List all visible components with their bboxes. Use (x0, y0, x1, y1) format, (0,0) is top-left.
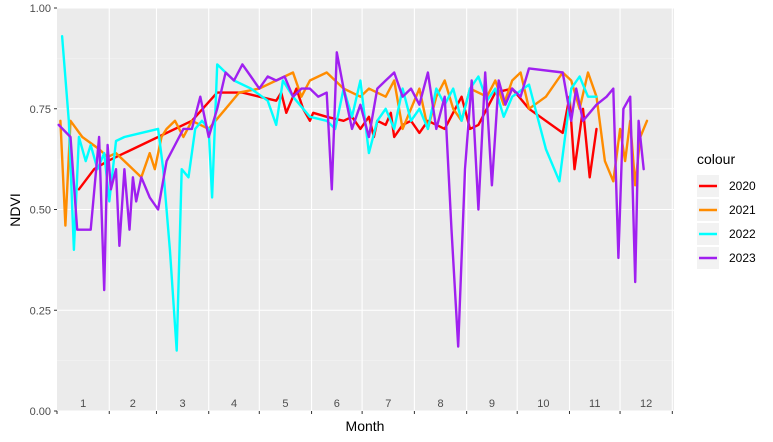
series-lines (57, 35, 649, 352)
series-line-2023 (57, 51, 645, 348)
axes: 0.00 0.25 0.50 0.75 1.00 (30, 3, 673, 418)
month-label: 10 (537, 398, 549, 410)
y-axis-title: NDVI (7, 193, 23, 226)
month-label: 9 (489, 398, 495, 410)
month-label: 2 (130, 398, 136, 410)
x-axis-title: Month (346, 418, 385, 434)
legend-items: 2020 2021 2022 2023 (697, 175, 756, 269)
legend-label-2023: 2023 (729, 251, 756, 265)
legend: colour 2020 2021 2022 2023 (697, 151, 756, 269)
series-line-2021 (59, 71, 649, 227)
y-tick-label: 0.00 (30, 406, 51, 418)
month-label: 5 (282, 398, 288, 410)
legend-label-2022: 2022 (729, 227, 756, 241)
y-tick-label: 0.50 (30, 205, 51, 217)
month-label: 7 (385, 398, 391, 410)
month-label: 6 (334, 398, 340, 410)
grid-minor (57, 58, 674, 361)
grid-major (57, 7, 674, 412)
month-label: 11 (589, 398, 600, 410)
legend-label-2020: 2020 (729, 179, 756, 193)
y-tick-label: 1.00 (30, 3, 51, 15)
legend-title: colour (697, 151, 735, 167)
y-tick-label: 0.25 (30, 305, 51, 317)
month-label: 4 (231, 398, 237, 410)
month-label: 12 (640, 398, 652, 410)
month-label: 3 (180, 398, 186, 410)
month-label: 1 (80, 398, 86, 410)
y-tick-label: 0.75 (30, 104, 51, 116)
legend-label-2021: 2021 (729, 203, 756, 217)
month-label: 8 (437, 398, 443, 410)
month-labels: 1 2 3 4 5 6 7 8 9 10 11 12 (80, 398, 652, 410)
